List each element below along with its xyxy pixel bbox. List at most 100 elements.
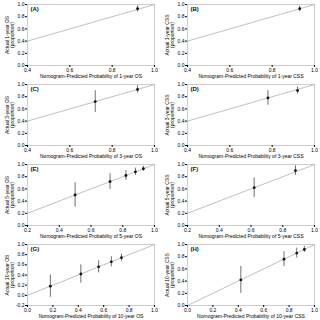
svg-text:0.8: 0.8 [108, 67, 116, 74]
svg-text:1.0: 1.0 [178, 241, 185, 247]
svg-text:0.0: 0.0 [24, 307, 31, 313]
svg-text:0.0: 0.0 [18, 142, 25, 148]
svg-text:0.8: 0.8 [268, 147, 276, 154]
svg-text:0.4: 0.4 [18, 272, 25, 278]
svg-text:Actual 10-year CSS(proportion): Actual 10-year CSS(proportion) [164, 252, 175, 297]
svg-text:0.4: 0.4 [18, 118, 25, 124]
svg-text:0.8: 0.8 [18, 251, 25, 257]
svg-text:Nomogram-Predicted Probability: Nomogram-Predicted Probability of 10-yea… [39, 313, 144, 319]
svg-text:Nomogram-Predicted Probability: Nomogram-Predicted Probability of 1-year… [40, 73, 143, 79]
svg-text:1.0: 1.0 [178, 161, 185, 167]
svg-text:0.8: 0.8 [18, 173, 25, 179]
svg-text:0.8: 0.8 [119, 227, 127, 234]
svg-text:Nomogram-Predicted Probability: Nomogram-Predicted Probability of 10-yea… [197, 313, 305, 319]
svg-text:0.6: 0.6 [18, 186, 25, 192]
svg-text:0.2: 0.2 [24, 227, 31, 233]
svg-text:1.0: 1.0 [311, 307, 318, 313]
svg-text:0.6: 0.6 [178, 106, 185, 112]
svg-text:Nomogram-Predicted Probability: Nomogram-Predicted Probability of 5-year… [40, 233, 143, 239]
svg-text:Actual 5-year CSS(proportion): Actual 5-year CSS(proportion) [164, 174, 175, 216]
svg-text:0.0: 0.0 [178, 302, 185, 308]
svg-text:0.8: 0.8 [178, 93, 185, 99]
svg-text:1.0: 1.0 [178, 1, 185, 7]
svg-text:Nomogram-Predicted Probability: Nomogram-Predicted Probability of 3-year… [198, 153, 304, 159]
svg-text:0.2: 0.2 [184, 227, 191, 233]
svg-text:1.0: 1.0 [18, 81, 25, 87]
svg-text:Actual 3-year CSS(proportion): Actual 3-year CSS(proportion) [164, 94, 175, 136]
svg-text:0.2: 0.2 [18, 282, 25, 288]
svg-text:0.4: 0.4 [24, 147, 31, 153]
svg-text:Actual 3-year OS(proportion): Actual 3-year OS(proportion) [4, 95, 15, 134]
svg-text:1.0: 1.0 [151, 67, 158, 73]
svg-text:0.4: 0.4 [55, 227, 63, 234]
svg-text:0.4: 0.4 [184, 147, 191, 153]
svg-text:Actual 10-year OS(proportion): Actual 10-year OS(proportion) [4, 254, 15, 296]
svg-text:0.8: 0.8 [108, 147, 116, 154]
svg-text:0.2: 0.2 [18, 210, 25, 216]
svg-text:(E): (E) [31, 166, 39, 172]
svg-text:0.6: 0.6 [178, 26, 185, 32]
svg-text:1.0: 1.0 [311, 227, 318, 233]
svg-text:0.2: 0.2 [178, 50, 185, 56]
svg-text:(H): (H) [191, 246, 199, 252]
svg-text:0.6: 0.6 [18, 261, 25, 267]
svg-text:0.0: 0.0 [184, 307, 191, 313]
svg-text:(C): (C) [31, 86, 39, 92]
svg-text:Actual 1-year CSS(proportion): Actual 1-year CSS(proportion) [164, 14, 175, 56]
svg-text:0.4: 0.4 [178, 38, 185, 44]
svg-text:(D): (D) [191, 86, 199, 92]
svg-text:0.8: 0.8 [178, 173, 185, 179]
svg-text:0.6: 0.6 [87, 227, 95, 234]
svg-text:0.8: 0.8 [178, 13, 185, 19]
svg-text:1.0: 1.0 [18, 241, 25, 247]
svg-text:0.4: 0.4 [178, 198, 185, 204]
svg-text:0.4: 0.4 [18, 38, 25, 44]
svg-text:0.2: 0.2 [178, 290, 185, 296]
svg-text:0.0: 0.0 [178, 222, 185, 228]
svg-text:1.0: 1.0 [178, 81, 185, 87]
svg-text:0.8: 0.8 [18, 93, 25, 99]
svg-text:0.2: 0.2 [18, 130, 25, 136]
svg-text:0.8: 0.8 [18, 13, 25, 19]
svg-text:Actual 5-year OS(proportion): Actual 5-year OS(proportion) [4, 175, 15, 214]
svg-text:0.0: 0.0 [18, 62, 25, 68]
svg-text:0.6: 0.6 [226, 147, 234, 154]
svg-text:1.0: 1.0 [18, 161, 25, 167]
svg-text:(G): (G) [31, 246, 40, 252]
svg-text:0.6: 0.6 [18, 26, 25, 32]
svg-text:0.4: 0.4 [178, 118, 185, 124]
svg-text:0.6: 0.6 [18, 106, 25, 112]
svg-text:0.8: 0.8 [268, 67, 276, 74]
svg-text:0.6: 0.6 [178, 186, 185, 192]
svg-text:1.0: 1.0 [18, 1, 25, 7]
svg-text:1.0: 1.0 [151, 147, 158, 153]
svg-text:0.2: 0.2 [178, 210, 185, 216]
svg-text:(F): (F) [191, 166, 199, 172]
svg-text:(B): (B) [191, 6, 199, 12]
svg-text:0.6: 0.6 [66, 147, 74, 154]
svg-text:0.0: 0.0 [18, 292, 25, 298]
svg-text:0.4: 0.4 [184, 67, 191, 73]
svg-text:0.2: 0.2 [18, 50, 25, 56]
svg-text:0.6: 0.6 [178, 266, 185, 272]
svg-text:0.6: 0.6 [226, 67, 234, 74]
svg-text:Nomogram-Predicted Probability: Nomogram-Predicted Probability of 1-year… [198, 73, 304, 79]
svg-text:0.0: 0.0 [178, 142, 185, 148]
svg-text:1.0: 1.0 [311, 67, 318, 73]
svg-text:1.0: 1.0 [311, 147, 318, 153]
svg-text:0.6: 0.6 [66, 67, 74, 74]
svg-text:0.4: 0.4 [18, 198, 25, 204]
svg-text:Nomogram-Predicted Probability: Nomogram-Predicted Probability of 5-year… [198, 233, 304, 239]
svg-text:0.8: 0.8 [178, 253, 185, 259]
svg-text:(A): (A) [31, 6, 39, 12]
svg-text:0.2: 0.2 [178, 130, 185, 136]
svg-text:-0.2: -0.2 [16, 302, 25, 308]
svg-text:0.4: 0.4 [24, 67, 31, 73]
svg-text:1.0: 1.0 [151, 307, 158, 313]
svg-text:0.0: 0.0 [18, 222, 25, 228]
svg-text:Nomogram-Predicted Probability: Nomogram-Predicted Probability of 3-year… [40, 153, 143, 159]
svg-text:0.4: 0.4 [178, 278, 185, 284]
svg-text:Actual 1-year OS(proportion): Actual 1-year OS(proportion) [4, 15, 15, 54]
svg-text:1.0: 1.0 [151, 227, 158, 233]
svg-text:0.0: 0.0 [178, 62, 185, 68]
